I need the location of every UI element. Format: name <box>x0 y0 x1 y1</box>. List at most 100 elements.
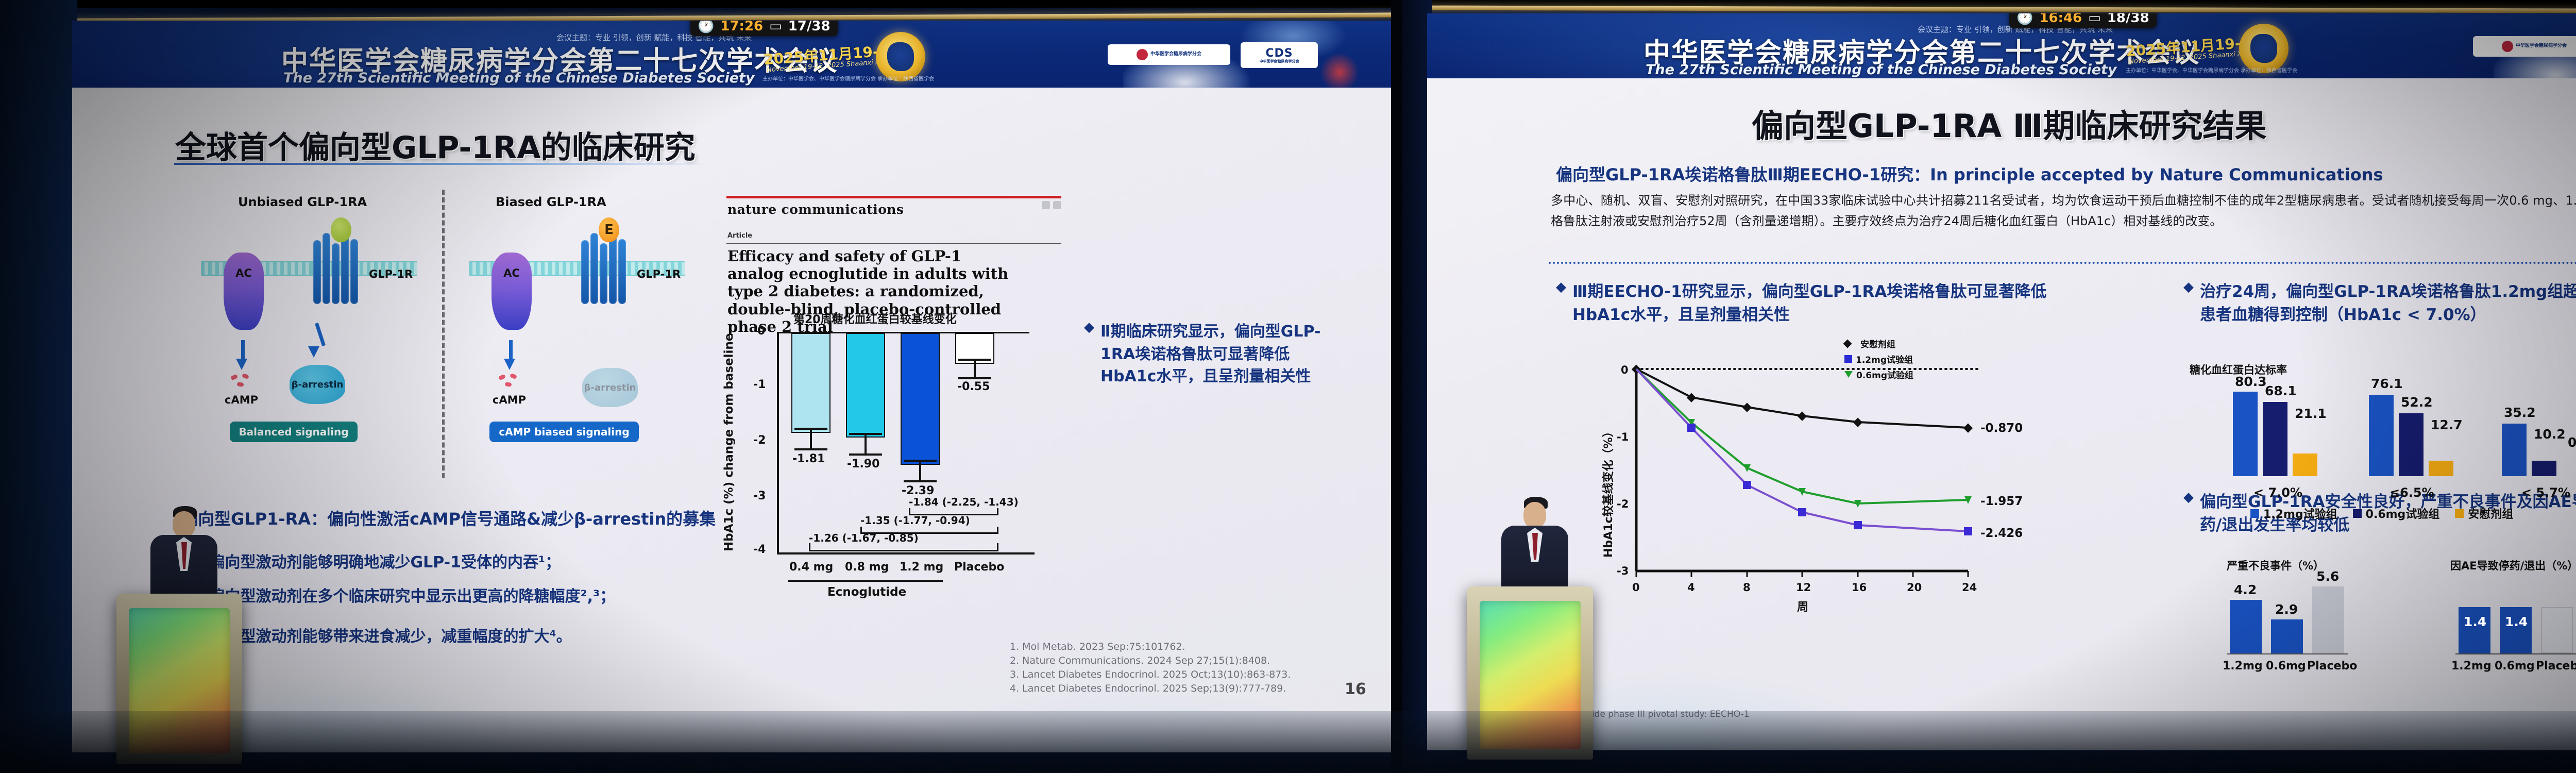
ae-d-val-1: 1.4 <box>2464 614 2487 629</box>
ae-d-baseline <box>2455 653 2576 654</box>
logo-cma-label: 中华医学会糖尿病学分会 <box>1150 52 1201 57</box>
nature-paper-card: nature communications Article Efficacy a… <box>726 196 1061 335</box>
diamond-bullet-icon-r2: ◆ <box>2183 279 2194 295</box>
endlabel-06mg: -1.957 <box>1980 495 2023 508</box>
article-kicker: Article <box>727 232 753 240</box>
camp-biased-signaling-tag: cAMP biased signaling <box>489 422 639 442</box>
line-xtick-12: 12 <box>1796 581 1811 594</box>
bar-value-0-4mg: -1.81 <box>792 452 825 465</box>
arrestin-label-left: β-arrestin <box>291 379 344 390</box>
camp-dots-left <box>230 373 255 391</box>
camp-label-right: cAMP <box>493 394 526 406</box>
line-xtick-4: 4 <box>1687 581 1695 594</box>
logo-cds-sub: 中华医学会糖尿病学分会 <box>1259 59 1299 63</box>
errbar-1-2mg <box>904 460 937 482</box>
gb-bar-g1-pbo <box>2293 453 2317 476</box>
slide-title-left: 全球首个偏向型GLP-1RA的临床研究 <box>175 130 696 166</box>
gb-bar-g1-12mg <box>2233 392 2258 476</box>
xtick-0-8mg: 0.8 mg <box>845 561 889 574</box>
ae-s-bar-1 <box>2230 600 2262 653</box>
badge-icon-1 <box>1042 201 1050 209</box>
camp-arrow-stem-left <box>241 340 245 361</box>
arrestin-label-right: β-arrestin <box>584 382 636 393</box>
bar-0-8mg <box>846 333 885 438</box>
camp-arrow-stem-right <box>509 340 513 361</box>
gb-bar-g2-06mg <box>2399 413 2424 476</box>
journal-name: nature communications <box>727 202 904 217</box>
ytick-3: -3 <box>753 490 766 502</box>
slide-subtitle-right: 偏向型GLP-1RA埃诺格鲁肽Ⅲ期EECHO-1研究：In principle … <box>1556 165 2383 184</box>
ae-d-cat-1: 1.2mg <box>2451 660 2492 673</box>
gb-bar-g1-06mg <box>2263 402 2287 476</box>
osd-status-right: 🕐 16:46 ▭ 18/38 <box>2009 13 2157 28</box>
osd-counter-right: 18/38 <box>2107 13 2149 26</box>
gb-val-g1-pbo: 21.1 <box>2295 406 2327 421</box>
errbar-0-8mg <box>849 433 882 456</box>
target-chart-legend: 1.2mg试验组 0.6mg试验组 安慰剂组 <box>2250 505 2513 522</box>
camp-dots-right <box>498 373 522 391</box>
ae-s-bar-3 <box>2312 586 2344 653</box>
ecnoglutide-group-rule <box>788 580 943 582</box>
arrestin-arrow-stem <box>315 323 326 346</box>
gb-bar-g2-12mg <box>2369 395 2394 476</box>
gb-legend-pbo: 安慰剂组 <box>2455 505 2513 522</box>
diagram-divider <box>442 190 445 478</box>
gb-legend-06mg: 0.6mg试验组 <box>2352 505 2439 522</box>
osd-counter-left: 17/38 <box>788 21 831 34</box>
ae-s-val-1: 4.2 <box>2234 582 2257 597</box>
ci-annotation-2: -1.35 (-1.77, -0.94) <box>860 514 970 527</box>
ae-d-val-2: 1.4 <box>2505 614 2528 629</box>
left-callout-text: Ⅱ期临床研究显示，偏向型GLP-1RA埃诺格鲁肽可显著降低HbA1c水平，且呈剂… <box>1100 323 1321 385</box>
ytick-1: -1 <box>753 378 766 391</box>
gb-swatch-12mg-icon <box>2250 509 2259 518</box>
logo-cma-right: 中华医学会糖尿病学分会 <box>2473 36 2576 57</box>
diamond-bullet-icon: ◆ <box>1084 320 1094 335</box>
ae-s-baseline <box>2227 653 2348 654</box>
osd-time-left: 17:26 <box>720 21 764 34</box>
bar-value-0-8mg: -1.90 <box>847 458 880 470</box>
speaker-head-left <box>173 511 195 537</box>
screen-seam <box>1391 0 1402 773</box>
osd-status-left: 🕐 17:26 ▭ 17/38 <box>690 21 838 36</box>
ac-label-left: AC <box>235 267 252 279</box>
ae-s-val-3: 5.6 <box>2316 569 2340 584</box>
xtick-1-2mg: 1.2 mg <box>900 561 944 574</box>
ytick-0: 0 <box>757 325 766 338</box>
xtick-placebo: Placebo <box>954 561 1005 574</box>
ae-s-cat-3: Placebo <box>2307 660 2358 673</box>
right-dotted-divider <box>1549 262 2576 264</box>
ae-serious-title: 严重不良事件（%） <box>2227 560 2325 572</box>
ae-d-cat-2: 0.6mg <box>2495 660 2535 673</box>
left-callout: ◆ Ⅱ期临床研究显示，偏向型GLP-1RA埃诺格鲁肽可显著降低HbA1c水平，且… <box>1084 321 1326 388</box>
errbar-0-4mg <box>794 428 827 450</box>
clock-icon: 🕐 <box>698 21 715 34</box>
biased-badge-label: E <box>604 222 614 238</box>
line-chart-plot <box>1631 364 1979 577</box>
bar-value-placebo: -0.55 <box>957 380 990 393</box>
endlabel-12mg: -2.426 <box>1980 527 2023 540</box>
ytick-2: -2 <box>753 434 766 447</box>
bar-0-4mg <box>791 333 831 433</box>
cma-mark-icon <box>1136 49 1148 60</box>
left-chart-ylabel: HbA1c (%) change from baseline <box>722 333 736 551</box>
camp-label-left: cAMP <box>225 394 258 406</box>
ci-annotation-3: -1.26 (-1.67, -0.85) <box>809 532 919 544</box>
bar-1-2mg <box>901 333 940 465</box>
right-bullet-2-text: 治疗24周，偏向型GLP-1RA埃诺格鲁肽1.2mg组超过80%患者血糖得到控制… <box>2200 282 2576 324</box>
glp1r-signaling-diagram: Unbiased GLP-1RA Biased GLP-1RA GLP-1R A… <box>201 190 706 483</box>
slide-counter-icon-right: ▭ <box>2088 13 2101 26</box>
slide-counter-icon: ▭ <box>769 21 782 34</box>
logo-cds: CDS 中华医学会糖尿病学分会 <box>1241 42 1318 68</box>
left-references: 1. Mol Metab. 2023 Sep:75:101762. 2. Nat… <box>1010 641 1291 694</box>
beta-arrestin-right: β-arrestin <box>582 368 638 407</box>
gb-bar-g2-pbo <box>2429 461 2453 476</box>
line-xtick-16: 16 <box>1852 581 1867 594</box>
ae-discontinue-chart: 因AE导致停药/退出（%） 1.4 1.4 0 1.2mg 0.6mg Plac… <box>2440 558 2576 712</box>
right-bullet-1-text: Ⅲ期EECHO-1研究显示，偏向型GLP-1RA埃诺格鲁肽可显著降低HbA1c水… <box>1572 282 2047 324</box>
logo-cds-label: CDS <box>1265 46 1293 60</box>
banner-title-en-right: The 27th Scientific Meeting of the Chine… <box>1646 62 2117 78</box>
banner-host-line-right: 主办单位：中华医学会、中华医学会糖尿病学分会 承办单位：陕西省医学会 <box>2126 68 2298 74</box>
cma-mark-icon-right <box>2501 41 2513 52</box>
line-xtick-20: 20 <box>1907 581 1922 594</box>
left-chart-title: 第20周糖化血红蛋白较基线变化 <box>793 313 957 326</box>
